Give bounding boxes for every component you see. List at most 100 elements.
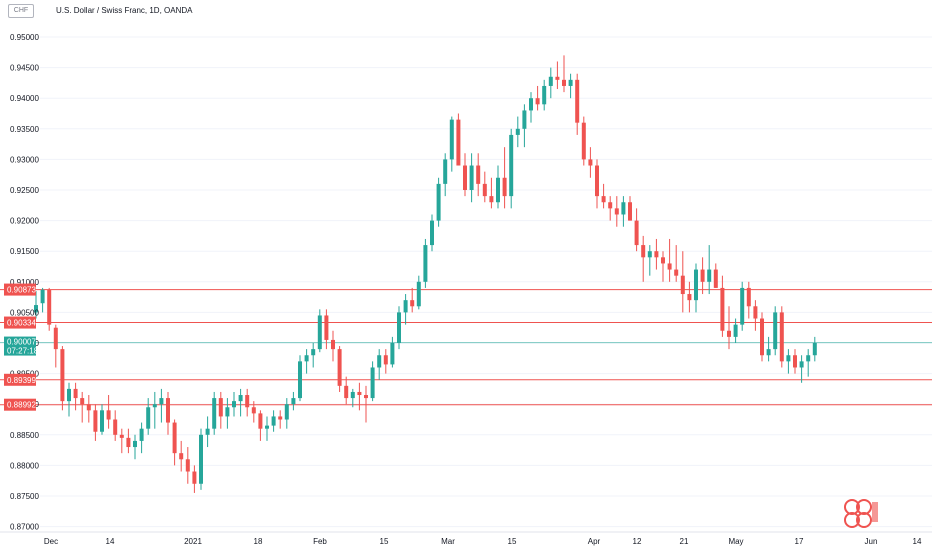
candle-body[interactable] [661, 257, 665, 264]
candle-body[interactable] [60, 349, 65, 402]
candle-body[interactable] [100, 410, 104, 432]
candle-body[interactable] [687, 294, 692, 301]
candle-body[interactable] [34, 305, 38, 313]
candle-body[interactable] [185, 459, 190, 472]
candle-body[interactable] [113, 419, 118, 435]
candle-body[interactable] [199, 434, 203, 484]
candle-body[interactable] [621, 202, 626, 215]
candle-body[interactable] [357, 391, 362, 396]
candle-body[interactable] [707, 269, 712, 282]
candle-body[interactable] [106, 410, 111, 420]
candle-body[interactable] [265, 425, 269, 429]
candle-body[interactable] [377, 355, 382, 368]
candle-body[interactable] [119, 434, 124, 438]
candle-body[interactable] [456, 119, 461, 166]
candle-body[interactable] [806, 355, 811, 362]
candle-body[interactable] [548, 76, 553, 86]
candle-body[interactable] [674, 269, 679, 276]
candle-body[interactable] [812, 343, 817, 356]
candle-body[interactable] [284, 404, 289, 420]
candle-body[interactable] [40, 289, 45, 304]
candle-body[interactable] [80, 398, 85, 405]
candle-body[interactable] [324, 315, 329, 340]
candle-body[interactable] [73, 388, 78, 399]
candle-body[interactable] [192, 471, 197, 484]
candle-body[interactable] [535, 98, 540, 105]
candle-body[interactable] [601, 196, 606, 203]
candle-body[interactable] [172, 422, 177, 454]
candle-body[interactable] [146, 407, 151, 429]
candle-body[interactable] [278, 416, 283, 420]
candle-body[interactable] [245, 395, 250, 408]
candle-body[interactable] [786, 355, 791, 362]
candle-body[interactable] [641, 245, 646, 258]
candle-body[interactable] [205, 428, 210, 435]
candle-body[interactable] [476, 165, 481, 184]
candle-body[interactable] [654, 251, 659, 258]
candle-body[interactable] [529, 98, 533, 111]
candle-body[interactable] [522, 110, 527, 129]
candle-body[interactable] [588, 159, 593, 166]
candle-body[interactable] [179, 453, 184, 460]
candle-body[interactable] [311, 349, 316, 356]
candle-body[interactable] [595, 165, 599, 197]
candle-body[interactable] [212, 398, 217, 429]
candle-body[interactable] [568, 79, 573, 86]
candle-body[interactable] [232, 401, 236, 408]
candle-body[interactable] [139, 428, 144, 441]
candle-body[interactable] [575, 79, 580, 123]
candle-body[interactable] [482, 183, 487, 197]
candle-body[interactable] [238, 395, 243, 402]
candle-body[interactable] [53, 327, 58, 350]
candle-body[interactable] [304, 355, 309, 362]
candle-body[interactable] [562, 79, 566, 86]
candle-body[interactable] [443, 159, 448, 184]
candle-body[interactable] [555, 76, 560, 80]
candle-body[interactable] [423, 245, 428, 282]
candle-body[interactable] [133, 440, 137, 448]
candle-body[interactable] [773, 312, 778, 350]
candle-body[interactable] [397, 312, 401, 343]
candle-body[interactable] [410, 300, 415, 307]
candle-body[interactable] [581, 122, 586, 160]
candle-body[interactable] [350, 391, 355, 399]
candle-body[interactable] [628, 202, 632, 221]
candle-body[interactable] [667, 263, 672, 270]
candle-body[interactable] [469, 165, 474, 190]
candle-body[interactable] [449, 119, 454, 160]
candle-body[interactable] [746, 287, 751, 307]
candle-body[interactable] [383, 355, 388, 365]
candle-body[interactable] [614, 208, 619, 215]
candle-body[interactable] [430, 220, 434, 246]
candle-body[interactable] [370, 367, 375, 399]
candle-body[interactable] [793, 355, 797, 368]
candle-body[interactable] [720, 287, 725, 331]
candle-body[interactable] [740, 287, 745, 325]
candle-body[interactable] [218, 398, 223, 417]
candle-body[interactable] [680, 275, 685, 295]
candle-body[interactable] [364, 395, 368, 399]
candle-body[interactable] [760, 318, 764, 356]
candle-body[interactable] [67, 388, 71, 402]
candle-body[interactable] [733, 324, 738, 337]
candle-body[interactable] [496, 177, 500, 203]
candle-body[interactable] [608, 202, 613, 209]
candle-body[interactable] [298, 361, 302, 399]
candle-body[interactable] [258, 413, 263, 429]
candle-body[interactable] [152, 404, 157, 408]
candle-body[interactable] [93, 410, 98, 432]
candle-body[interactable] [403, 300, 408, 313]
candle-body[interactable] [779, 312, 784, 362]
candle-body[interactable] [542, 85, 547, 105]
candle-body[interactable] [766, 349, 771, 356]
candle-body[interactable] [700, 269, 705, 282]
candle-body[interactable] [502, 177, 507, 197]
candle-body[interactable] [390, 343, 395, 365]
candle-body[interactable] [166, 398, 170, 423]
candle-body[interactable] [753, 306, 758, 319]
candle-body[interactable] [727, 330, 731, 337]
candle-body[interactable] [225, 407, 230, 417]
candle-body[interactable] [344, 385, 349, 399]
candle-body[interactable] [271, 416, 276, 426]
candle-body[interactable] [436, 183, 441, 221]
